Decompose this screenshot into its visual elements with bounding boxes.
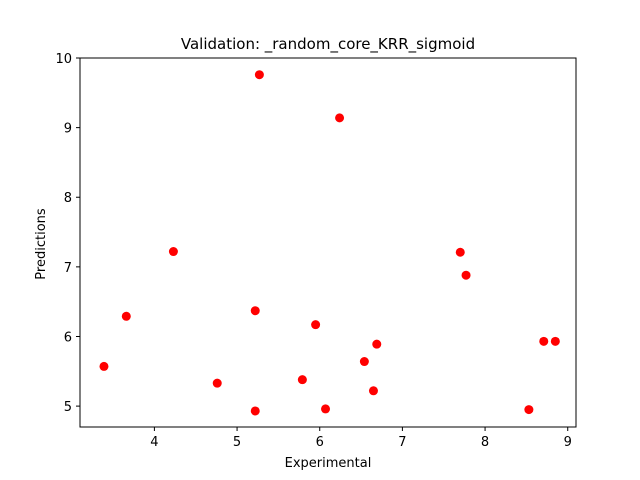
y-tick-label: 5 xyxy=(64,400,72,415)
data-point xyxy=(461,270,471,280)
chart-title: Validation: _random_core_KRR_sigmoid xyxy=(181,35,475,54)
x-tick-label: 6 xyxy=(316,435,324,450)
x-tick-label: 9 xyxy=(564,435,572,450)
x-tick-label: 8 xyxy=(481,435,489,450)
data-point xyxy=(368,386,378,396)
data-point xyxy=(99,361,109,371)
data-point xyxy=(550,336,560,346)
plot-area: 4 5 6 7 8 9 5 6 7 8 9 10 xyxy=(55,52,577,450)
data-point xyxy=(359,357,369,367)
data-point xyxy=(311,320,321,330)
x-tick-label: 4 xyxy=(150,435,158,450)
y-tick-label: 8 xyxy=(64,191,72,206)
x-tick-label: 7 xyxy=(398,435,406,450)
data-point xyxy=(321,404,331,414)
y-tick-label: 7 xyxy=(64,261,72,276)
data-point xyxy=(297,375,307,385)
data-point xyxy=(212,378,222,388)
y-tick-label: 10 xyxy=(55,52,72,67)
x-tick-label: 5 xyxy=(233,435,241,450)
x-axis-label: Experimental xyxy=(285,456,372,471)
y-tick-label: 6 xyxy=(64,330,72,345)
y-axis-label: Predictions xyxy=(34,208,49,280)
data-point xyxy=(168,247,178,257)
data-point xyxy=(121,311,131,321)
data-point xyxy=(250,306,260,316)
data-point xyxy=(254,70,264,80)
data-point xyxy=(335,113,345,123)
axes-frame xyxy=(79,57,577,428)
y-tick-label: 9 xyxy=(64,122,72,137)
data-point xyxy=(372,339,382,349)
data-point xyxy=(250,406,260,416)
data-point xyxy=(524,405,534,415)
data-point xyxy=(455,247,465,257)
data-point xyxy=(539,336,549,346)
